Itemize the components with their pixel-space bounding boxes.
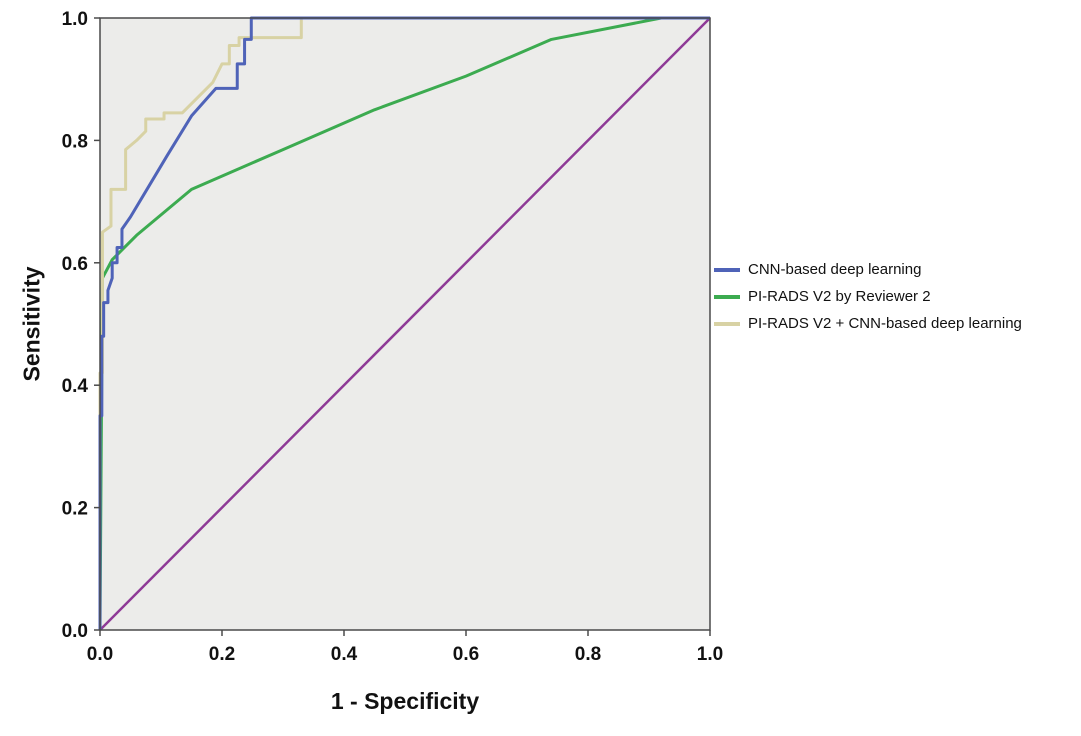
- legend-item: PI-RADS V2 + CNN-based deep learning: [714, 315, 1022, 332]
- plot-frame: [99, 17, 711, 631]
- legend-label: CNN-based deep learning: [748, 261, 922, 278]
- legend-item: CNN-based deep learning: [714, 261, 1022, 278]
- y-tick-label: 0.8: [62, 131, 88, 152]
- x-tick-label: 0.4: [331, 644, 358, 665]
- legend-label: PI-RADS V2 + CNN-based deep learning: [748, 315, 1022, 332]
- x-axis-title: 1 - Specificity: [330, 688, 480, 714]
- legend-swatch: [714, 267, 740, 272]
- x-tick-label: 0.2: [209, 644, 235, 665]
- y-axis-title: Sensitivity: [18, 266, 45, 382]
- roc-curve-2: [98, 16, 710, 630]
- x-tick-label: 0.0: [87, 644, 113, 665]
- legend-swatch: [714, 294, 740, 299]
- y-tick-label: 0.6: [62, 254, 88, 275]
- reference-line: [99, 17, 711, 631]
- y-tick-label: 1.0: [62, 9, 88, 30]
- y-tick-label: 0.2: [62, 499, 88, 520]
- roc-curve-0: [98, 16, 710, 630]
- x-tick-label: 0.8: [575, 644, 601, 665]
- legend-item: PI-RADS V2 by Reviewer 2: [714, 288, 1022, 305]
- legend-swatch: [714, 321, 740, 326]
- y-tick-label: 0.4: [62, 376, 89, 397]
- legend-label: PI-RADS V2 by Reviewer 2: [748, 288, 931, 305]
- x-tick-label: 0.6: [453, 644, 479, 665]
- y-tick-label: 0.0: [62, 621, 88, 642]
- x-tick-label: 1.0: [697, 644, 723, 665]
- legend: CNN-based deep learning PI-RADS V2 by Rev…: [714, 261, 1022, 332]
